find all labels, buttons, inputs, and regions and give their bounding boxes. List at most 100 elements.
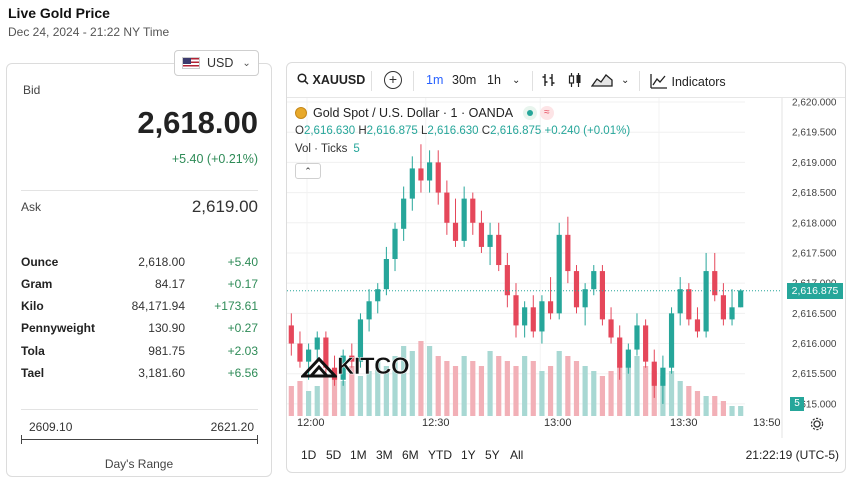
price-axis-label: 2,618.000 [792, 218, 837, 229]
toolbar-separator [371, 71, 372, 91]
volume-bar [331, 371, 338, 416]
indicators-button[interactable]: Indicators [650, 73, 726, 89]
volume-bar [288, 386, 294, 416]
volume-bar [504, 361, 510, 416]
volume-bar [556, 351, 562, 416]
candle-body [426, 162, 433, 181]
volume-bar [297, 381, 303, 416]
candle-body [418, 168, 424, 181]
candle-body [314, 337, 320, 350]
volume-bar [418, 341, 424, 416]
ohlc-legend: O2,616.630 H2,616.875 L2,616.630 C2,616.… [295, 125, 630, 137]
volume-bar [383, 366, 389, 416]
candle-body [297, 343, 303, 362]
interval-1h[interactable]: 1h [487, 73, 501, 87]
range-5y[interactable]: 5Y [485, 448, 500, 462]
unit-value: 2,618.00 [138, 255, 185, 269]
market-open-status-icon [523, 106, 538, 120]
bid-label: Bid [23, 83, 41, 97]
unit-change: +5.40 [227, 255, 258, 269]
currency-value: USD [207, 56, 234, 70]
range-all[interactable]: All [510, 448, 524, 462]
range-ytd[interactable]: YTD [428, 448, 452, 462]
volume-bar [470, 361, 476, 416]
settings-gear-icon[interactable] [810, 417, 824, 431]
volume-bar [513, 366, 519, 416]
volume-bar [357, 376, 364, 416]
range-bar: 1D 5D 1M 3M 6M YTD 1Y 5Y All 21:22:19 (U… [287, 441, 845, 472]
unit-name: Ounce [21, 255, 59, 269]
volume-bar [634, 356, 640, 416]
candle-body [643, 325, 649, 362]
range-tick-right [257, 435, 258, 444]
interval-30m[interactable]: 30m [452, 73, 477, 87]
volume-bar [409, 351, 415, 416]
ask-value: 2,619.00 [191, 197, 258, 216]
range-1d[interactable]: 1D [301, 448, 317, 462]
volume-bar [306, 391, 312, 416]
candle-body [599, 271, 606, 320]
candle-body [513, 295, 519, 326]
volume-bar [375, 361, 381, 416]
candle-body [677, 289, 683, 314]
page-subtitle: Dec 24, 2024 - 21:22 NY Time [8, 25, 170, 39]
unit-value: 84,171.94 [131, 299, 185, 313]
range-1y[interactable]: 1Y [461, 448, 476, 462]
candle-body [401, 198, 407, 229]
currency-select[interactable]: USD ⌄ [174, 50, 259, 76]
volume-bar [547, 366, 554, 416]
candle-body [366, 301, 372, 320]
candle-body [288, 325, 294, 344]
chart-clock: 21:22:19 (UTC-5) [745, 448, 839, 462]
divider [21, 409, 258, 410]
volume-bar [349, 366, 355, 416]
candle-body [452, 222, 459, 241]
candle-body [496, 234, 502, 266]
high-value: 2,616.875 [366, 125, 418, 137]
volume-bar [461, 356, 467, 416]
volume-value: 5 [353, 143, 360, 155]
candle-body [461, 198, 467, 241]
price-axis-label: 2,616.500 [792, 309, 837, 320]
volume-bar [643, 366, 649, 416]
high-label: H [358, 125, 367, 137]
open-label: O [295, 125, 304, 137]
price-chart[interactable]: 2,620.000 2,619.500 2,619.000 2,618.500 2,61… [287, 98, 846, 438]
candle-body [591, 271, 597, 290]
interval-1m[interactable]: 1m [426, 73, 444, 87]
bar-chart-type-icon[interactable] [541, 72, 557, 88]
candle-body [712, 271, 718, 296]
volume-bar [677, 381, 683, 416]
chart-type-chevron-down-icon[interactable]: ⌄ [621, 75, 630, 86]
volume-bar [686, 386, 692, 416]
compare-plus-icon[interactable]: + [384, 71, 402, 89]
delayed-data-badge: ≈ [540, 106, 554, 120]
divider [21, 190, 258, 191]
area-chart-type-icon[interactable] [591, 72, 613, 88]
us-flag-icon [182, 57, 200, 69]
bid-value: 2,618.00 [137, 105, 258, 140]
toolbar-separator [413, 71, 414, 91]
gold-coin-icon [295, 107, 307, 119]
unit-change: +0.17 [227, 277, 258, 291]
symbol-search-button[interactable]: XAUUSD [297, 73, 365, 87]
range-5d[interactable]: 5D [326, 448, 342, 462]
range-low: 2609.10 [29, 420, 73, 434]
volume-bar [496, 356, 502, 416]
time-axis-label: 12:30 [422, 417, 450, 429]
collapse-legend-button[interactable]: ⌃ [295, 163, 321, 179]
candle-body [608, 319, 614, 338]
candle-body [694, 319, 701, 332]
candle-body [323, 337, 329, 368]
range-3m[interactable]: 3M [376, 448, 393, 462]
volume-bar [703, 396, 709, 416]
volume-bar [392, 356, 398, 416]
candles-chart-type-icon[interactable] [567, 72, 583, 88]
candle-body [487, 234, 493, 247]
instrument-legend: Gold Spot / U.S. Dollar · 1 · OANDA ≈ [295, 106, 554, 120]
range-6m[interactable]: 6M [402, 448, 419, 462]
interval-chevron-down-icon[interactable]: ⌄ [512, 75, 521, 86]
close-label: C [481, 125, 491, 137]
range-1m[interactable]: 1M [350, 448, 367, 462]
unit-value: 3,181.60 [138, 366, 185, 380]
